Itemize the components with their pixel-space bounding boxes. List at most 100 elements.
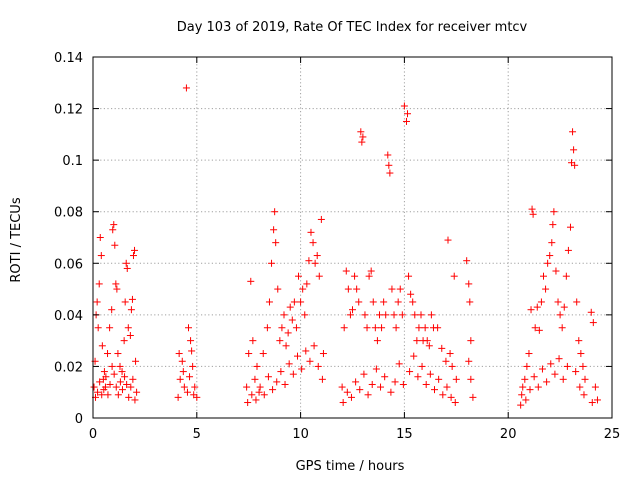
data-point [368, 380, 376, 388]
data-point [377, 383, 385, 391]
data-point [404, 110, 412, 118]
data-point [587, 308, 595, 316]
data-point [402, 117, 410, 125]
data-point [467, 375, 475, 383]
data-point [260, 391, 268, 399]
data-point [110, 370, 118, 378]
data-point [442, 357, 450, 365]
data-point [371, 324, 379, 332]
data-point [543, 378, 551, 386]
data-point [447, 393, 455, 401]
data-point [313, 252, 321, 260]
data-point [126, 331, 134, 339]
data-point [253, 362, 261, 370]
data-point [465, 357, 473, 365]
data-point [307, 228, 315, 236]
data-point [526, 386, 534, 394]
data-point [518, 391, 526, 399]
data-point [270, 226, 278, 234]
data-point [446, 350, 454, 358]
data-point [344, 285, 352, 293]
data-point [286, 303, 294, 311]
data-point [131, 246, 139, 254]
data-point [309, 239, 317, 247]
data-point [188, 347, 196, 355]
data-point [588, 399, 596, 407]
y-tick-label: 0.12 [54, 103, 83, 118]
data-point [519, 383, 527, 391]
y-tick-labels: 0 0.02 0.04 0.06 0.08 0.1 0.12 0.14 [54, 51, 83, 427]
data-point [564, 246, 572, 254]
data-point [538, 365, 546, 373]
data-point [249, 337, 257, 345]
data-point [556, 311, 564, 319]
data-point [183, 388, 191, 396]
data-point [547, 360, 555, 368]
data-point [94, 324, 102, 332]
data-point [186, 373, 194, 381]
data-point [318, 375, 326, 383]
data-point [463, 257, 471, 265]
y-tick-label: 0.06 [54, 257, 83, 272]
data-point [559, 375, 567, 383]
data-point [245, 350, 253, 358]
data-point [406, 368, 414, 376]
data-point [280, 311, 288, 319]
data-point [394, 298, 402, 306]
data-point [314, 362, 322, 370]
data-point [560, 303, 568, 311]
data-point [93, 298, 101, 306]
data-point [298, 365, 306, 373]
data-point [546, 252, 554, 260]
data-point [417, 311, 425, 319]
data-point [96, 378, 104, 386]
data-point [358, 138, 366, 146]
data-point [97, 252, 105, 260]
data-point [128, 295, 136, 303]
data-point [121, 373, 129, 381]
data-point [113, 285, 121, 293]
data-point [421, 324, 429, 332]
y-tick-label: 0.04 [54, 309, 83, 324]
data-point [576, 383, 584, 391]
data-point [355, 298, 363, 306]
data-point [411, 311, 419, 319]
x-tick-label: 15 [396, 427, 413, 442]
data-point [361, 311, 369, 319]
data-point [244, 399, 252, 407]
data-point [282, 342, 290, 350]
data-point [423, 337, 431, 345]
data-point [569, 128, 577, 136]
data-point [351, 272, 359, 280]
data-point [252, 396, 260, 404]
data-point [581, 375, 589, 383]
data-point [435, 375, 443, 383]
y-tick-label: 0 [75, 412, 83, 427]
data-point [422, 380, 430, 388]
data-point [580, 391, 588, 399]
data-point [373, 337, 381, 345]
data-point [277, 368, 285, 376]
data-point [114, 350, 122, 358]
data-point [372, 365, 380, 373]
x-axis-label: GPS time / hours [296, 459, 405, 474]
data-point [292, 324, 300, 332]
data-point [306, 357, 314, 365]
data-point [360, 370, 368, 378]
data-point [571, 161, 579, 169]
data-point [125, 393, 133, 401]
data-point [425, 342, 433, 350]
data-point [116, 378, 124, 386]
x-tick-label: 20 [500, 427, 517, 442]
x-tick-label: 25 [604, 427, 621, 442]
data-point [537, 298, 545, 306]
data-point [527, 306, 535, 314]
data-point [278, 324, 286, 332]
data-point [108, 306, 116, 314]
data-point [295, 272, 303, 280]
data-point [94, 388, 102, 396]
data-point [427, 311, 435, 319]
data-point [133, 388, 141, 396]
data-point [539, 272, 547, 280]
